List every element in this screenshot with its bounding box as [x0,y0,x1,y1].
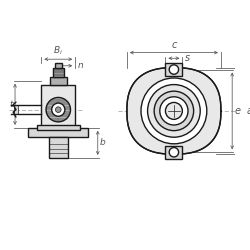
Bar [41,84,75,128]
Bar [166,146,182,159]
Text: c: c [171,40,176,50]
Text: e: e [234,106,240,116]
Bar [50,77,67,84]
Circle shape [154,91,194,131]
Circle shape [148,84,200,137]
Circle shape [169,148,178,157]
Text: s: s [185,53,190,63]
Bar [49,137,68,158]
Circle shape [46,98,70,122]
Text: b: b [100,138,106,147]
Bar [28,128,88,137]
Bar [37,125,80,130]
Bar [54,63,62,68]
Text: a: a [247,106,250,116]
Circle shape [52,103,65,116]
Text: n: n [78,61,84,70]
Bar [14,105,18,114]
Circle shape [160,97,188,125]
Bar [166,63,182,76]
Text: t: t [9,100,13,109]
Circle shape [56,107,61,112]
Polygon shape [127,68,221,154]
Circle shape [166,102,182,119]
Circle shape [141,78,207,144]
Circle shape [169,65,178,74]
Text: $B_i$: $B_i$ [53,44,63,57]
Bar [53,68,64,77]
